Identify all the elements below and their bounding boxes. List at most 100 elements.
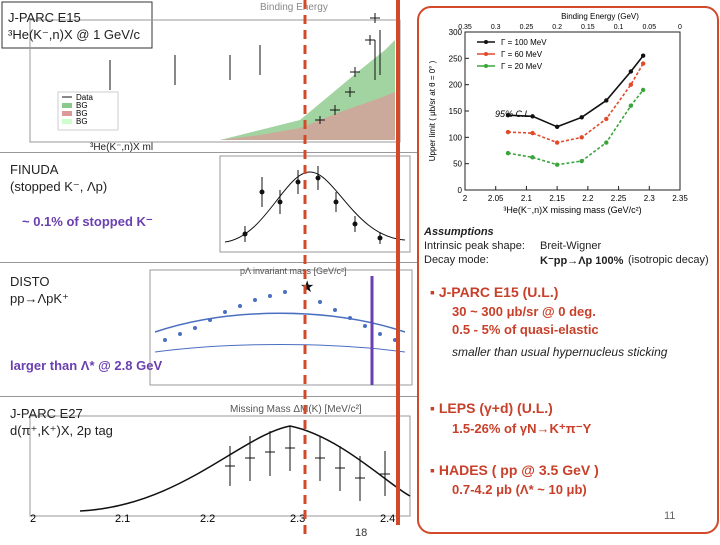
slide-number: 11: [664, 510, 676, 522]
finuda-title: FINUDA: [10, 162, 59, 177]
series-point: [604, 140, 609, 145]
e27-tick-4: 2.4: [380, 513, 395, 525]
bullet-hades-line-1: 0.7-4.2 μb (Λ* ~ 10 μb): [452, 482, 587, 497]
x-tick-label: 2: [463, 194, 468, 203]
series-line: [507, 63, 644, 144]
disto-note: larger than Λ* @ 2.8 GeV: [10, 358, 163, 373]
y-tick-label: 300: [449, 28, 463, 37]
assumption-decay-extra: (isotropic decay): [628, 254, 709, 266]
x-tick-label: 2.25: [611, 194, 627, 203]
top-tick-label: 0.15: [581, 24, 595, 31]
e27-histogram: Missing Mass ΔM(K) [MeV/c²] 2 2.1 2.2 2.…: [29, 404, 411, 539]
e15-signal-band: [220, 40, 395, 140]
series-point: [554, 140, 560, 145]
e27-axis: Missing Mass ΔM(K) [MeV/c²]: [230, 404, 362, 415]
series-point: [628, 82, 634, 87]
x-tick-label: 2.15: [549, 194, 565, 203]
e15-legend-bg3: BG: [76, 117, 88, 126]
series-point: [640, 87, 646, 93]
series-point: [640, 53, 646, 58]
bullet-e15-head: J-PARC E15 (U.L.): [438, 284, 559, 300]
finuda-reaction: (stopped K⁻, Λp): [10, 179, 108, 194]
e15-top-axis-label: Binding Energy: [260, 2, 328, 13]
series-point: [579, 115, 584, 120]
disto-title: DISTO: [10, 274, 50, 289]
e15-reaction: ³He(K⁻,n)X @ 1 GeV/c: [8, 27, 141, 42]
assumption-shape-key: Intrinsic peak shape:: [424, 240, 525, 252]
e27-tick-1: 2.1: [115, 513, 130, 525]
chart-ylabel: Upper limit ( μb/sr at θ = 0° ): [428, 60, 437, 161]
bullet-hades-head: HADES ( pp @ 3.5 GeV ): [438, 462, 599, 478]
bullet-hades: ▪ HADES ( pp @ 3.5 GeV ): [430, 462, 599, 478]
e15-legend-bg1: BG: [76, 101, 88, 110]
e15-legend: Data BG BG BG: [57, 91, 119, 131]
series-point: [505, 113, 511, 118]
e15-legend-bg2: BG: [76, 109, 88, 118]
bullet-e15-note: smaller than usual hypernucleus sticking: [452, 345, 668, 359]
e27-tick-3: 2.3: [290, 513, 305, 525]
chart-annotation: 95% C.L.: [495, 109, 532, 119]
legend-marker: [484, 40, 488, 44]
top-tick-label: 0.05: [642, 24, 656, 31]
series-point: [530, 130, 535, 136]
chart-top-label: Binding Energy (GeV): [561, 12, 639, 21]
series-point: [530, 155, 535, 160]
series-point: [554, 162, 560, 167]
y-tick-label: 200: [449, 81, 463, 90]
series-line: [507, 89, 644, 166]
legend-label: Γ = 60 MeV: [501, 50, 543, 59]
series-point: [530, 114, 535, 119]
series-point: [505, 150, 511, 156]
assumption-decay-val: K⁻pp→Λp 100%: [540, 255, 624, 267]
top-tick-label: 0.3: [491, 24, 501, 31]
assumptions-title: Assumptions: [424, 226, 494, 238]
e27-panel: Missing Mass ΔM(K) [MeV/c²] 2 2.1 2.2 2.…: [0, 396, 420, 540]
y-tick-label: 150: [449, 107, 463, 116]
e27-page-number: 18: [355, 527, 367, 539]
e15-histogram: Binding Energy Data BG BG BG: [1, 1, 401, 153]
e15-panel: Binding Energy Data BG BG BG: [0, 0, 420, 153]
top-tick-label: 0.25: [520, 24, 534, 31]
top-tick-label: 0.1: [614, 24, 624, 31]
disto-reaction: pp→ΛpK⁺: [10, 291, 69, 306]
finuda-histogram: [219, 155, 411, 253]
y-tick-label: 50: [453, 160, 462, 169]
summary-frame: [417, 6, 719, 534]
series-point: [604, 116, 609, 122]
x-tick-label: 2.3: [644, 194, 656, 203]
x-tick-label: 2.1: [521, 194, 533, 203]
bullet-leps-line-1: 1.5-26% of γN→K⁺π⁻Y: [452, 421, 592, 436]
series-point: [628, 69, 634, 74]
top-tick-label: 0.35: [458, 24, 472, 31]
series-point: [604, 98, 609, 103]
bullet-leps: ▪ LEPS (γ+d) (U.L.): [430, 400, 553, 416]
series-point: [554, 124, 560, 129]
bullet-e15: ▪ J-PARC E15 (U.L.): [430, 284, 559, 300]
bullet-e15-line-2: 0.5 - 5% of quasi-elastic: [452, 322, 599, 337]
legend-marker: [484, 64, 488, 68]
series-point: [505, 129, 511, 135]
legend-label: Γ = 20 MeV: [501, 62, 543, 71]
series-point: [640, 61, 646, 66]
y-tick-label: 0: [458, 186, 463, 195]
upper-limit-chart: 2 2.05 2.1 2.15 2.2 2.25 2.3 2.35 0.35 0.3 0.25 0.2…: [428, 12, 688, 215]
disto-axis: pΛ invariant mass [GeV/c²]: [240, 266, 347, 276]
legend-marker: [484, 52, 488, 56]
e15-data-points: [109, 13, 381, 124]
disto-panel: pΛ invariant mass [GeV/c²] ★ DISTO pp→Λp…: [0, 262, 420, 397]
chart-xlabel: ³He(K⁻,n)X missing mass (GeV/c²): [503, 205, 641, 215]
x-tick-label: 2.35: [672, 194, 688, 203]
e27-title: J-PARC E27: [10, 406, 83, 421]
top-tick-label: 0: [678, 24, 682, 31]
e15-title: J-PARC E15: [8, 10, 81, 25]
finuda-note: ~ 0.1% of stopped K⁻: [22, 214, 153, 229]
e15-legend-data: Data: [76, 93, 93, 102]
e27-reaction: d(π⁺,K⁺)X, 2p tag: [10, 423, 113, 438]
bullet-e15-line-1: 30 ~ 300 μb/sr @ 0 deg.: [452, 304, 596, 319]
e27-tick-0: 2: [30, 513, 36, 525]
top-tick-label: 0.2: [552, 24, 562, 31]
assumption-shape-val: Breit-Wigner: [540, 240, 602, 252]
e15-xaxis: ³He(K⁻,n)X ml: [90, 142, 153, 152]
e27-tick-2: 2.2: [200, 513, 215, 525]
legend-label: Γ = 100 MeV: [501, 38, 547, 47]
